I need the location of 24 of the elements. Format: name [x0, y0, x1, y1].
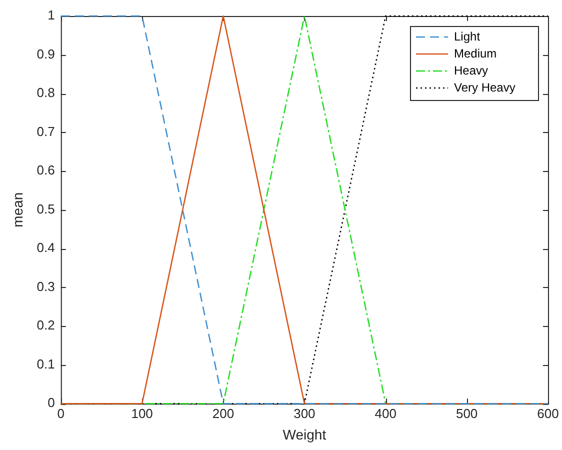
y-tick-label: 0.6: [36, 162, 55, 178]
x-axis-title: Weight: [282, 426, 326, 442]
y-tick-label: 0.1: [36, 356, 55, 372]
y-tick-label: 0.4: [36, 240, 55, 256]
y-tick-label: 1: [48, 8, 55, 23]
x-tick-label: 500: [456, 406, 478, 421]
y-tick-label: 0.2: [36, 318, 55, 333]
x-tick-label: 300: [294, 406, 316, 421]
y-tick-label: 0: [48, 395, 55, 410]
x-tick-label: 400: [374, 406, 396, 421]
legend-label: Very Heavy: [454, 80, 516, 94]
y-tick-label: 0.7: [36, 124, 55, 139]
y-tick-label: 0.8: [36, 85, 55, 100]
legend-label: Heavy: [454, 63, 488, 78]
y-tick-label: 0.3: [36, 278, 55, 294]
x-tick-label: 0: [57, 406, 64, 421]
legend-label: Light: [454, 29, 481, 44]
x-tick-label: 100: [131, 406, 153, 421]
x-tick-label: 200: [212, 406, 234, 421]
legend-label: Medium: [454, 46, 497, 60]
y-tick-label: 0.5: [36, 201, 55, 216]
y-tick-label: 0.9: [36, 46, 55, 62]
x-tick-label: 600: [537, 406, 559, 421]
y-axis-title: mean: [9, 192, 26, 228]
